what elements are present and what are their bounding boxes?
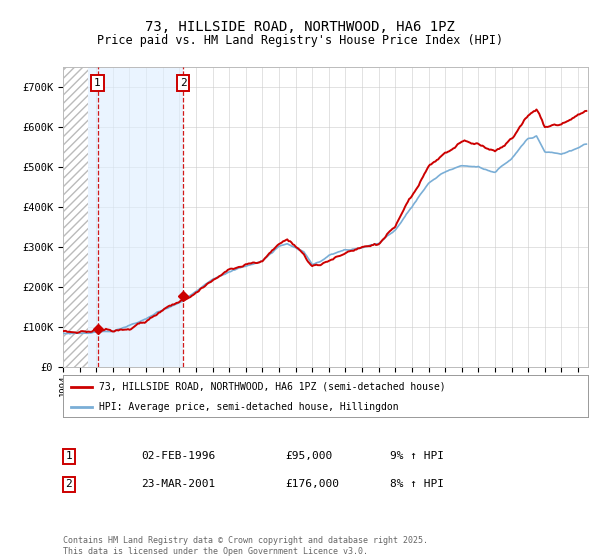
Bar — [63, 67, 88, 367]
Text: 2: 2 — [65, 479, 73, 489]
Text: £95,000: £95,000 — [285, 451, 332, 461]
Text: Contains HM Land Registry data © Crown copyright and database right 2025.
This d: Contains HM Land Registry data © Crown c… — [63, 536, 428, 556]
Text: 1: 1 — [65, 451, 73, 461]
Text: £176,000: £176,000 — [285, 479, 339, 489]
Text: 73, HILLSIDE ROAD, NORTHWOOD, HA6 1PZ: 73, HILLSIDE ROAD, NORTHWOOD, HA6 1PZ — [145, 20, 455, 34]
Bar — [88, 67, 184, 367]
Text: Price paid vs. HM Land Registry's House Price Index (HPI): Price paid vs. HM Land Registry's House … — [97, 34, 503, 47]
Text: HPI: Average price, semi-detached house, Hillingdon: HPI: Average price, semi-detached house,… — [98, 402, 398, 412]
Text: 23-MAR-2001: 23-MAR-2001 — [141, 479, 215, 489]
Text: 2: 2 — [180, 78, 187, 88]
Text: 1: 1 — [94, 78, 101, 88]
Text: 02-FEB-1996: 02-FEB-1996 — [141, 451, 215, 461]
Text: 73, HILLSIDE ROAD, NORTHWOOD, HA6 1PZ (semi-detached house): 73, HILLSIDE ROAD, NORTHWOOD, HA6 1PZ (s… — [98, 382, 445, 392]
Text: 9% ↑ HPI: 9% ↑ HPI — [390, 451, 444, 461]
Text: 8% ↑ HPI: 8% ↑ HPI — [390, 479, 444, 489]
